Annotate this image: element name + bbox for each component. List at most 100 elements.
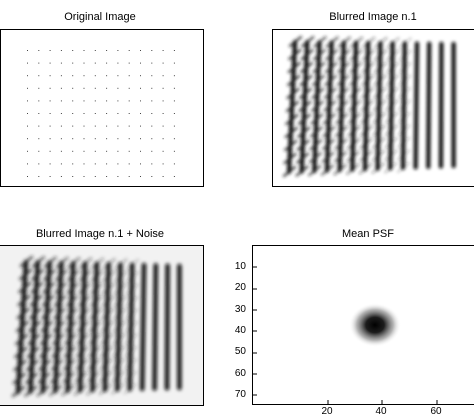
grid-point (174, 50, 175, 51)
grid-point (27, 113, 28, 114)
grid-point (84, 138, 85, 139)
grid-point (106, 75, 107, 76)
grid-point (151, 63, 152, 64)
grid-point (72, 163, 73, 164)
grid-point (151, 100, 152, 101)
grid-point (106, 50, 107, 51)
grid-point (84, 63, 85, 64)
grid-point (140, 126, 141, 127)
grid-point (50, 113, 51, 114)
grid-point (84, 151, 85, 152)
psf-x-tick: 20 (321, 406, 332, 417)
grid-point (84, 126, 85, 127)
grid-point (27, 151, 28, 152)
grid-point (50, 138, 51, 139)
blurred-image-plot (273, 30, 474, 186)
grid-point (106, 100, 107, 101)
original-image-plot (1, 30, 203, 186)
grid-point (27, 63, 28, 64)
grid-point (163, 88, 164, 89)
grid-point (140, 113, 141, 114)
grid-point (129, 88, 130, 89)
grid-point (27, 138, 28, 139)
grid-point (50, 63, 51, 64)
grid-point (72, 63, 73, 64)
blur-streak (155, 265, 156, 388)
grid-point (84, 50, 85, 51)
grid-point (106, 126, 107, 127)
grid-point (61, 50, 62, 51)
grid-point (38, 126, 39, 127)
grid-point (163, 113, 164, 114)
grid-point (129, 138, 130, 139)
grid-point (117, 100, 118, 101)
grid-point (174, 163, 175, 164)
grid-point (151, 151, 152, 152)
psf-y-tick: 40 (222, 325, 246, 336)
grid-point (106, 113, 107, 114)
grid-point (140, 75, 141, 76)
grid-point (129, 163, 130, 164)
psf-y-tick: 50 (222, 346, 246, 357)
grid-point (61, 113, 62, 114)
grid-point (38, 75, 39, 76)
blur-streak (142, 265, 144, 389)
psf-y-tick: 20 (222, 282, 246, 293)
grid-point (84, 75, 85, 76)
grid-point (50, 50, 51, 51)
grid-point (38, 151, 39, 152)
grid-point (27, 75, 28, 76)
grid-point (129, 50, 130, 51)
grid-point (163, 63, 164, 64)
grid-point (117, 126, 118, 127)
grid-point (50, 100, 51, 101)
grid-point (140, 50, 141, 51)
blur-streak (167, 266, 168, 389)
grid-point (38, 163, 39, 164)
grid-point (72, 113, 73, 114)
grid-point (72, 88, 73, 89)
grid-point (27, 100, 28, 101)
grid-point (84, 163, 85, 164)
grid-point (50, 88, 51, 89)
original-image-panel (0, 29, 204, 187)
grid-point (140, 138, 141, 139)
grid-point (50, 176, 51, 177)
grid-point (72, 138, 73, 139)
grid-point (95, 126, 96, 127)
grid-point (129, 126, 130, 127)
grid-point (106, 88, 107, 89)
grid-point (163, 50, 164, 51)
grid-point (95, 100, 96, 101)
grid-point (106, 63, 107, 64)
grid-point (106, 176, 107, 177)
grid-point (163, 176, 164, 177)
grid-point (117, 88, 118, 89)
grid-point (61, 88, 62, 89)
grid-point (140, 176, 141, 177)
grid-point (140, 151, 141, 152)
grid-point (174, 100, 175, 101)
psf-y-tick: 60 (222, 368, 246, 379)
blurred-image-panel (272, 29, 474, 187)
grid-point (61, 176, 62, 177)
grid-point (163, 151, 164, 152)
grid-point (163, 126, 164, 127)
grid-point (163, 138, 164, 139)
grid-point (84, 100, 85, 101)
grid-point (61, 126, 62, 127)
grid-point (27, 88, 28, 89)
grid-point (174, 138, 175, 139)
grid-point (50, 163, 51, 164)
grid-point (61, 138, 62, 139)
grid-point (174, 88, 175, 89)
psf-x-tick: 60 (430, 406, 441, 417)
grid-point (38, 138, 39, 139)
grid-point (95, 176, 96, 177)
grid-point (50, 75, 51, 76)
psf-y-tick: 30 (222, 304, 246, 315)
grid-point (129, 100, 130, 101)
grid-point (129, 75, 130, 76)
grid-point (95, 50, 96, 51)
grid-point (174, 176, 175, 177)
